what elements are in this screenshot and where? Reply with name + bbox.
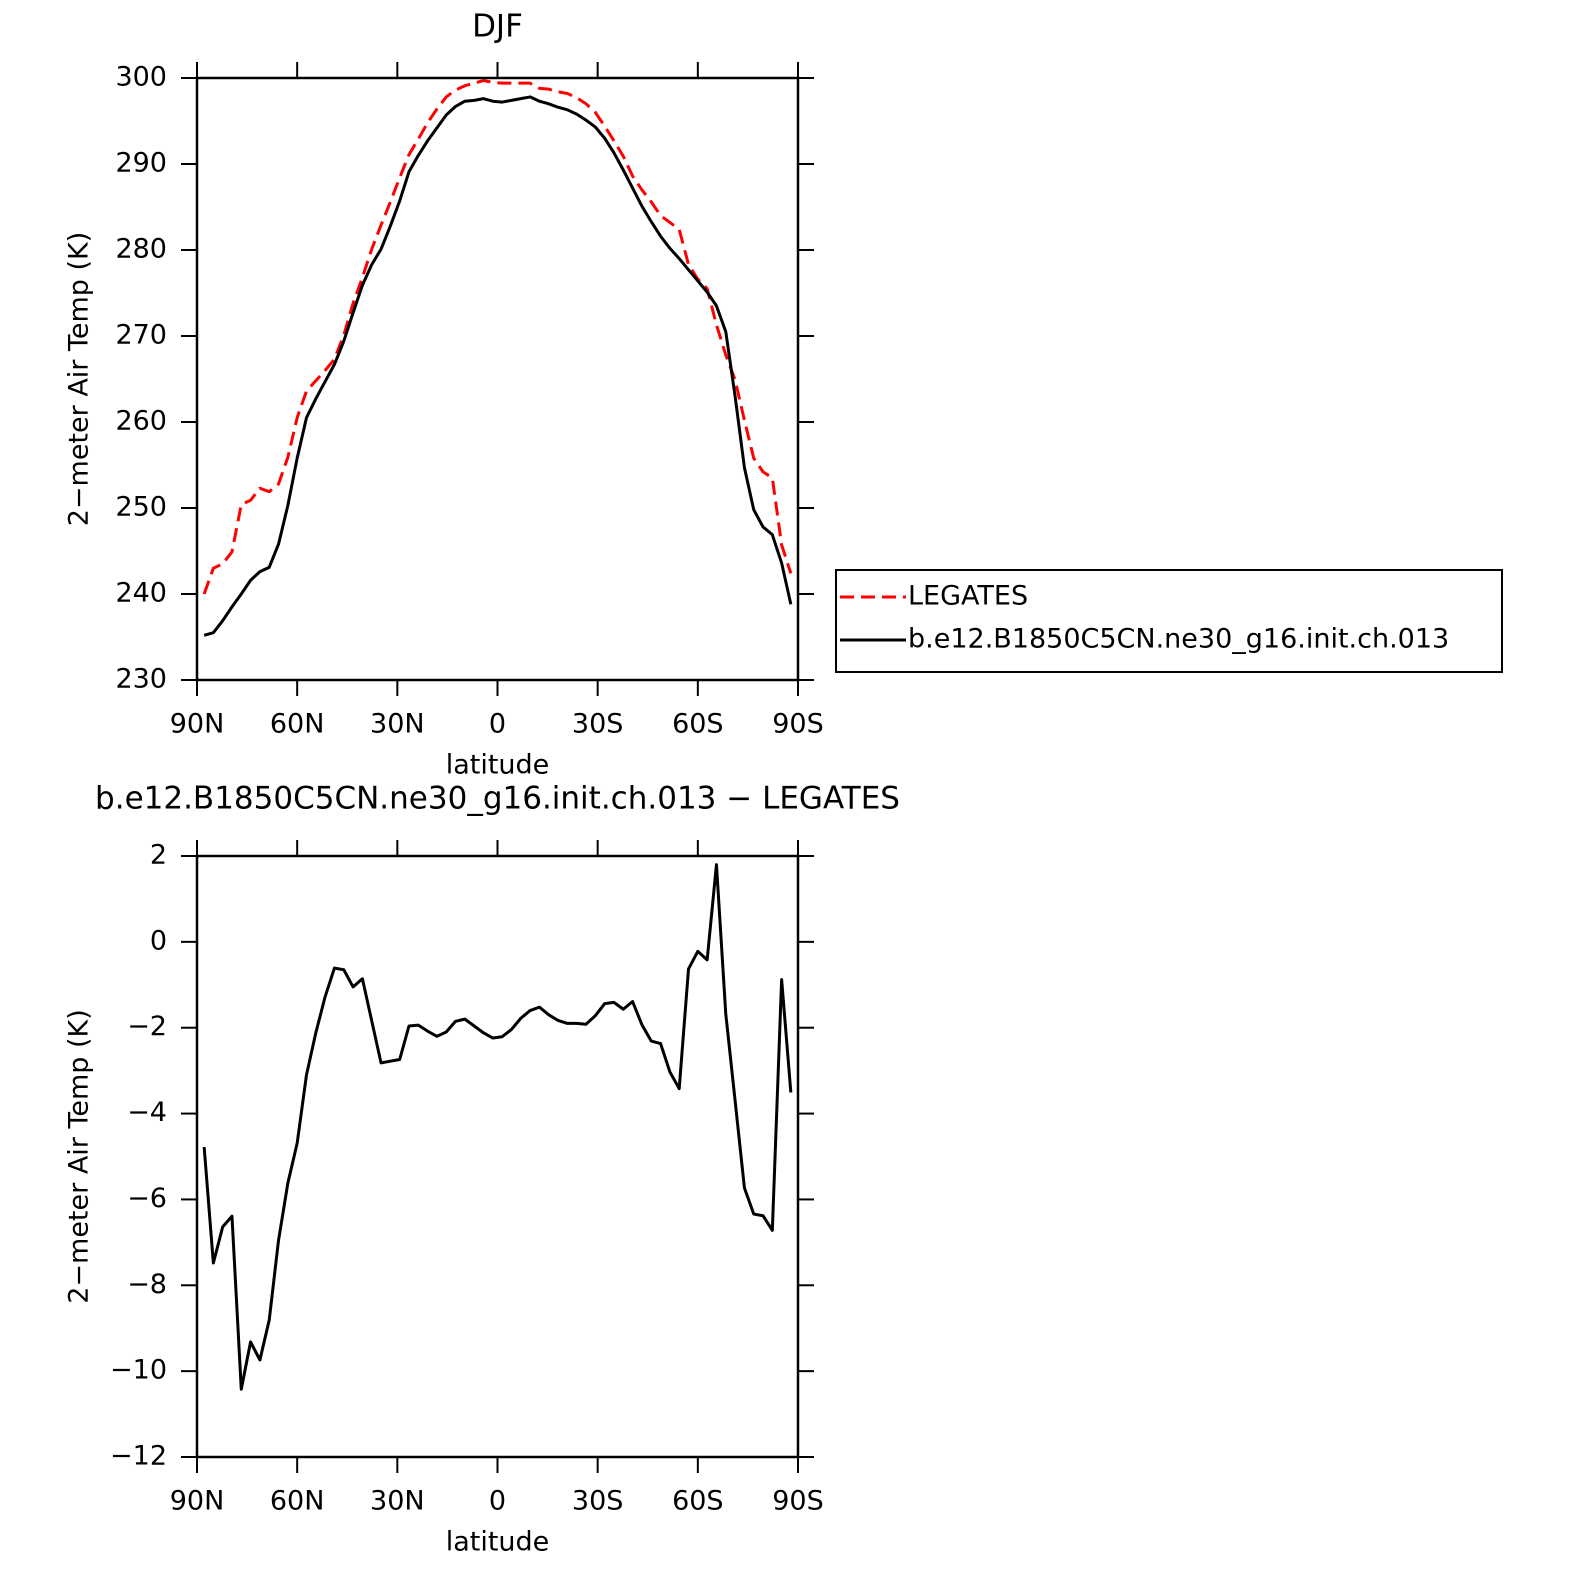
y-tick-label: 230 [115, 664, 167, 695]
x-axis-label: latitude [446, 750, 550, 781]
legend-box [835, 569, 1503, 673]
y-tick-label: −2 [127, 1011, 167, 1042]
y-tick-label: −8 [127, 1269, 167, 1300]
y-tick-label: 280 [115, 234, 167, 265]
y-tick-label: −12 [110, 1441, 167, 1472]
legend-label: LEGATES [908, 581, 1028, 612]
x-axis-label: latitude [446, 1527, 550, 1558]
chart-title: DJF [472, 9, 523, 45]
x-tick-label: 60N [270, 1486, 325, 1517]
data-line [202, 79, 793, 595]
x-tick-label: 90N [170, 1486, 225, 1517]
x-tick-label: 90S [772, 1486, 824, 1517]
x-tick-label: 90S [772, 709, 824, 740]
plot-frame [195, 854, 800, 1459]
y-tick-label: 300 [115, 62, 167, 93]
y-tick-label: 260 [115, 406, 167, 437]
chart-title: b.e12.B1850C5CN.ne30_g16.init.ch.013 − L… [95, 781, 900, 817]
x-tick-label: 30S [572, 709, 624, 740]
x-tick-label: 60S [672, 1486, 724, 1517]
data-line [202, 863, 793, 1391]
x-tick-label: 0 [489, 709, 506, 740]
y-tick-label: 2 [150, 840, 167, 871]
y-tick-label: −10 [110, 1355, 167, 1386]
x-tick-label: 30N [370, 709, 425, 740]
x-tick-label: 90N [170, 709, 225, 740]
y-tick-label: −6 [127, 1183, 167, 1214]
x-tick-label: 30N [370, 1486, 425, 1517]
data-line [203, 95, 793, 637]
y-tick-label: 0 [150, 925, 167, 956]
y-axis-label: 2−meter Air Temp (K) [64, 1009, 95, 1304]
y-tick-label: 250 [115, 492, 167, 523]
y-tick-label: 290 [115, 148, 167, 179]
legend-label: b.e12.B1850C5CN.ne30_g16.init.ch.013 [908, 624, 1449, 655]
plot-frame [195, 76, 800, 682]
x-tick-label: 30S [572, 1486, 624, 1517]
y-axis-label: 2−meter Air Temp (K) [64, 232, 95, 527]
y-tick-label: 270 [115, 320, 167, 351]
x-tick-label: 60N [270, 709, 325, 740]
y-tick-label: 240 [115, 578, 167, 609]
y-tick-label: −4 [127, 1097, 167, 1128]
x-tick-label: 60S [672, 709, 724, 740]
x-tick-label: 0 [489, 1486, 506, 1517]
